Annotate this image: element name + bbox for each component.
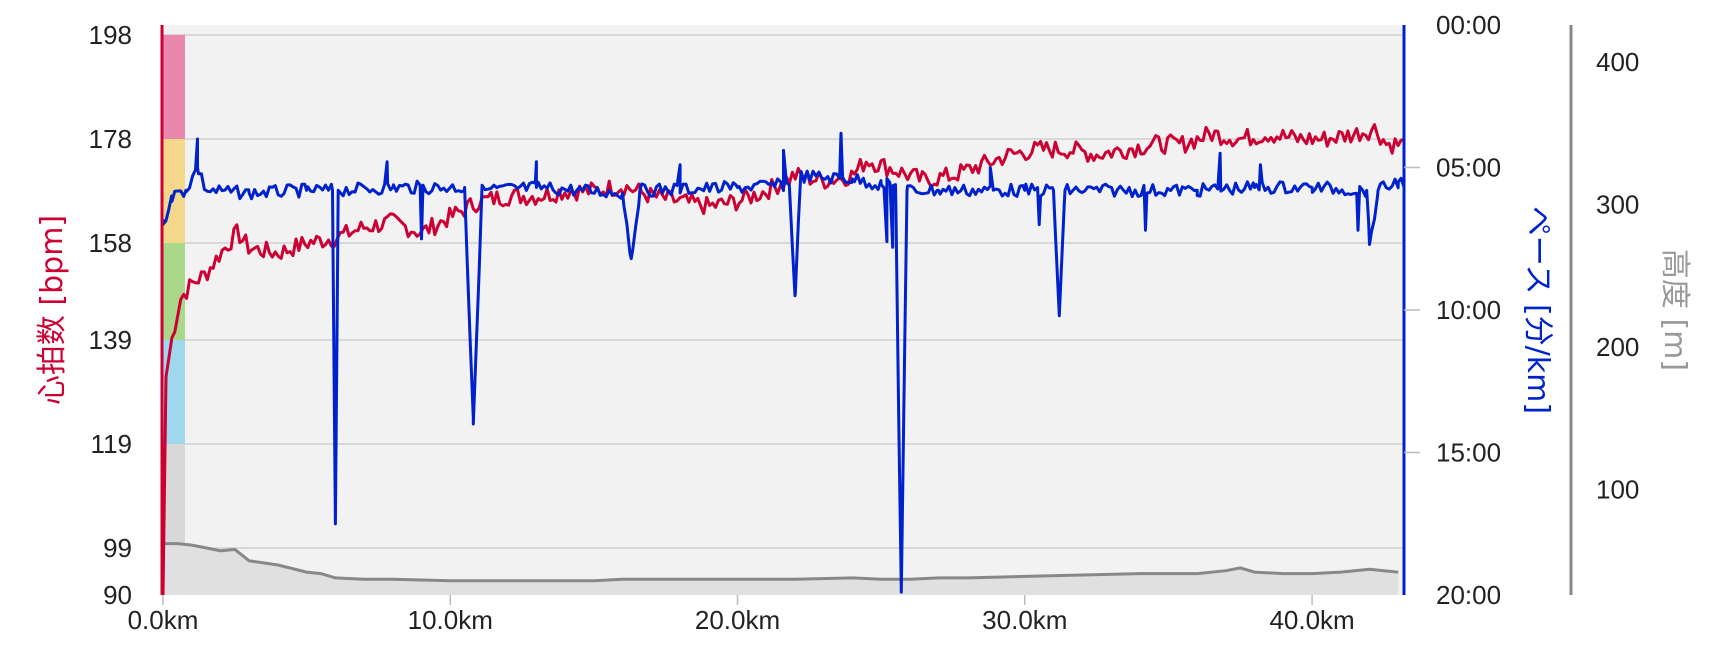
hr-tick-label: 158 (89, 228, 132, 258)
elevation-tick-label: 100 (1596, 475, 1639, 505)
x-tick-label: 20.0km (695, 605, 780, 635)
elevation-tick-label: 300 (1596, 190, 1639, 220)
pace-tick-label: 15:00 (1436, 438, 1501, 468)
elevation-axis-title: 高度 [m] (1657, 249, 1692, 371)
ticks-layer: 198 178 158 139 119 99 90 00:00 05:00 10:00 15:00 2… (89, 10, 1640, 635)
series-layer (161, 123, 1406, 596)
x-tick-label: 0.0km (128, 605, 199, 635)
x-tick-label: 30.0km (982, 605, 1067, 635)
x-tick-label: 40.0km (1269, 605, 1354, 635)
elevation-layer (163, 542, 1399, 595)
hr-zone-segment (163, 243, 185, 340)
hr-zone-bar (163, 35, 185, 595)
hr-tick-label: 90 (103, 580, 132, 610)
hr-zone-segment (163, 35, 185, 139)
elevation-tick-label: 200 (1596, 332, 1639, 362)
hr-tick-label: 119 (91, 429, 132, 459)
elevation-tick-label: 400 (1596, 47, 1639, 77)
hr-zone-segment (163, 139, 185, 191)
hr-tick-label: 139 (89, 325, 132, 355)
hr-axis-title: 心拍数 [bpm] (35, 215, 70, 405)
pace-tick-label: 20:00 (1436, 580, 1501, 610)
elevation-line (163, 542, 1399, 583)
pace-axis-title: ペース [分/km] (1520, 206, 1555, 414)
pace-line (161, 131, 1406, 594)
pace-tick-label: 05:00 (1436, 153, 1501, 183)
hr-tick-label: 178 (89, 124, 132, 154)
x-tick-label: 10.0km (408, 605, 493, 635)
gridlines (163, 34, 1404, 549)
pace-tick-label: 10:00 (1436, 295, 1501, 325)
plot-background (163, 25, 1404, 595)
hr-tick-label: 198 (89, 20, 132, 50)
hr-tick-label: 99 (103, 533, 132, 563)
pace-tick-label: 00:00 (1436, 10, 1501, 40)
